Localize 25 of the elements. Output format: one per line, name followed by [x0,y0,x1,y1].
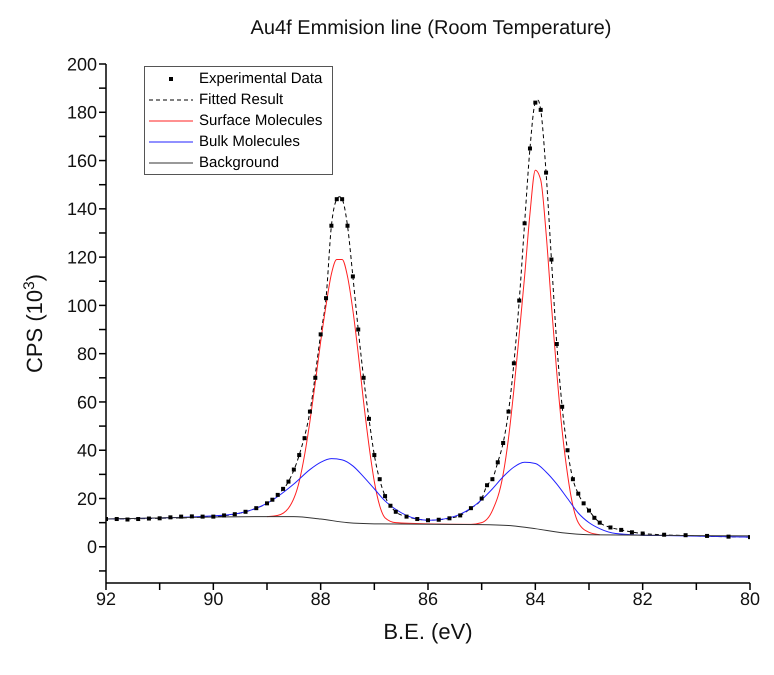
y-tick-label: 100 [66,296,97,316]
y-tick-label: 0 [86,537,97,558]
x-tick-label: 84 [525,588,546,609]
x-tick-label: 82 [632,588,653,609]
y-tick-label: 180 [66,102,97,123]
legend-label: Background [199,153,280,173]
legend-label: Bulk Molecules [199,132,300,152]
y-tick-label: 20 [76,488,97,509]
y-tick-label: 140 [66,199,97,220]
y-tick-label: 160 [66,150,97,171]
legend-label: Surface Molecules [199,111,322,131]
y-tick-label: 40 [76,440,97,461]
y-tick-label: 200 [66,54,97,74]
y-tick-label: 60 [76,392,97,412]
x-tick-label: 88 [310,588,331,609]
legend-label: Experimental Data [199,69,322,89]
x-tick-label: 86 [418,588,438,609]
y-tick-label: 120 [66,248,97,268]
chart-title: Au4f Emmision line (Room Temperature) [250,16,612,41]
legend-label: Fitted Result [199,90,284,110]
y-tick-label: 80 [76,344,97,364]
x-tick-label: 80 [740,588,760,609]
x-axis-title: B.E. (eV) [383,619,473,644]
x-tick-label: 92 [96,588,116,609]
x-tick-label: 90 [203,588,224,609]
